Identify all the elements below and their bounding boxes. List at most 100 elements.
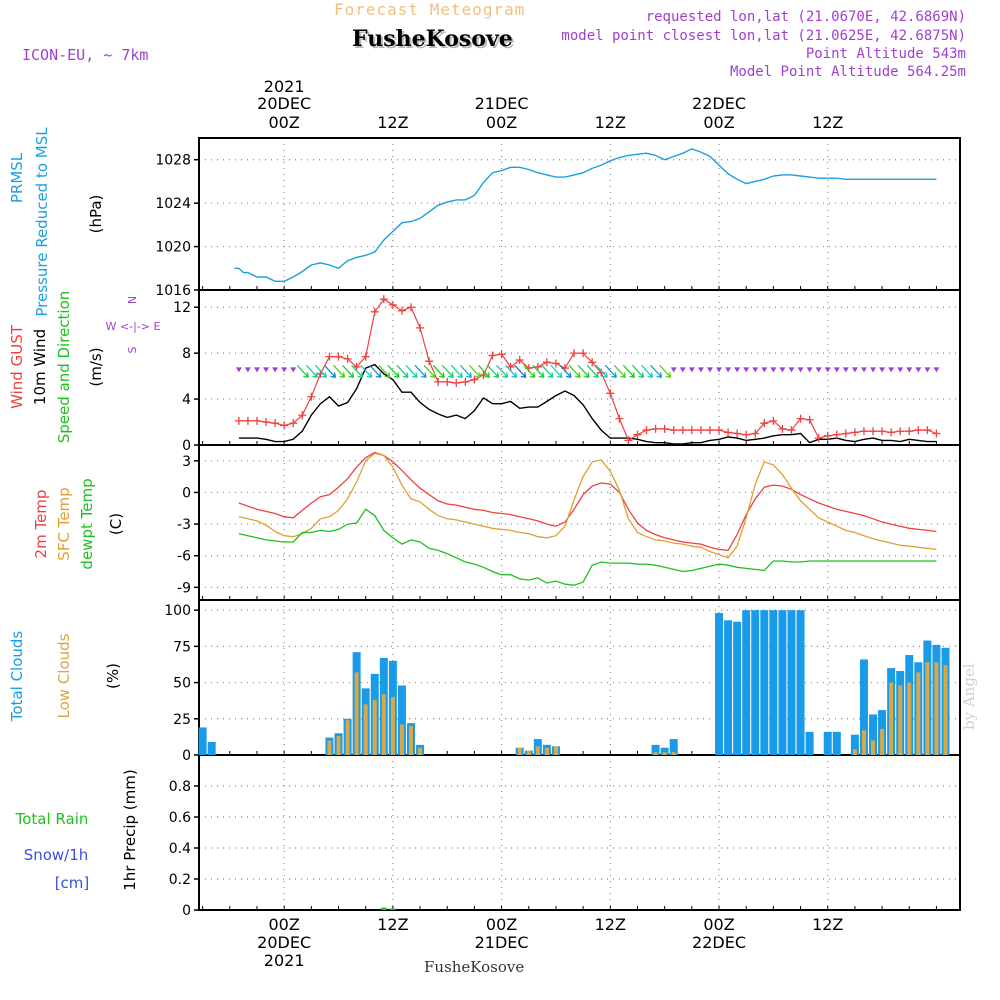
wind-direction-arrow — [641, 364, 654, 379]
low-cloud-bar — [871, 740, 876, 755]
y-tick-label: 1024 — [155, 196, 191, 212]
wind-direction-marker — [906, 367, 913, 373]
total-cloud-bar — [207, 741, 216, 755]
low-cloud-bar — [363, 704, 368, 755]
wind-direction-arrow — [360, 364, 373, 379]
gust-marker — [334, 352, 343, 361]
wind-direction-arrow — [577, 364, 590, 379]
wind-direction-marker — [734, 367, 741, 373]
gust-marker — [470, 375, 479, 384]
low-cloud-bar — [907, 682, 912, 755]
total-cloud-bar — [742, 610, 751, 755]
gust-marker — [651, 424, 660, 433]
low-cloud-bar — [553, 746, 558, 755]
gust-marker — [869, 427, 878, 436]
gust-marker — [289, 419, 298, 428]
wind-direction-arrow — [496, 364, 509, 379]
gust-marker — [705, 426, 714, 435]
low-cloud-bar — [662, 752, 667, 755]
wind-direction-arrow — [514, 364, 527, 379]
y-tick-label: 1016 — [155, 283, 191, 299]
wind-direction-arrow — [541, 364, 554, 379]
wind-direction-arrow — [387, 364, 400, 379]
temp-unit: (C) — [107, 513, 125, 535]
y-tick-label: -9 — [177, 580, 191, 596]
bottom-day-label: 20DEC — [257, 933, 311, 952]
wind-direction-marker — [879, 367, 886, 373]
wind-direction-arrow — [414, 364, 427, 379]
low-cloud-bar — [943, 665, 948, 755]
gust-marker — [932, 429, 941, 438]
top-hour-label: 00Z — [486, 113, 517, 132]
total-cloud-bar — [869, 714, 878, 755]
location-title: FusheKosove — [352, 26, 513, 52]
gust-marker — [406, 303, 415, 312]
bottom-hour-label: 12Z — [812, 915, 843, 934]
gust-marker — [271, 419, 280, 428]
low-cloud-bar — [345, 720, 350, 755]
wind-direction-arrow — [333, 364, 346, 379]
total-cloud-bar — [769, 610, 778, 755]
temp-2m-line — [238, 451, 937, 552]
bottom-day-label: 22DEC — [692, 933, 746, 952]
total-cloud-bar — [724, 620, 733, 755]
point-altitude: Point Altitude 543m — [805, 46, 966, 62]
compass-south: S — [126, 346, 139, 353]
gust-marker — [515, 356, 524, 365]
gust-marker — [914, 426, 923, 435]
y-tick-label: 0.6 — [169, 810, 191, 826]
gust-marker — [298, 411, 307, 420]
y-tick-label: 0 — [182, 438, 191, 454]
total-cloud-bar — [751, 610, 760, 755]
panel-frame-precip — [198, 754, 961, 911]
clouds-label-2: Low Clouds — [55, 633, 73, 718]
low-cloud-bar — [526, 750, 531, 755]
gust-marker — [416, 323, 425, 332]
gust-marker — [307, 392, 316, 401]
gust-marker — [397, 306, 406, 315]
wind-direction-marker — [851, 367, 858, 373]
wind-direction-arrow — [532, 364, 545, 379]
gust-marker — [370, 307, 379, 316]
precip-bar — [389, 908, 396, 910]
gust-marker — [760, 419, 769, 428]
wind-direction-arrow — [604, 364, 617, 379]
low-cloud-bar — [354, 672, 359, 755]
panel-frame-clouds — [198, 599, 961, 756]
gust-marker — [823, 431, 832, 440]
wind-direction-marker — [761, 367, 768, 373]
wind-direction-arrow — [396, 364, 409, 379]
low-cloud-bar — [653, 752, 658, 755]
wind-direction-marker — [915, 367, 922, 373]
gust-marker — [234, 416, 243, 425]
wind-direction-arrow — [468, 364, 482, 379]
wind-direction-marker — [697, 367, 704, 373]
gust-marker — [606, 389, 615, 398]
gust-marker — [542, 358, 551, 367]
wind-direction-arrow — [369, 364, 382, 379]
wind-direction-arrow — [613, 364, 626, 379]
pressure-label-1: PRMSL — [8, 152, 26, 203]
wind-direction-marker — [860, 367, 867, 373]
wind-direction-marker — [824, 367, 831, 373]
gust-marker — [388, 300, 397, 309]
top-day-label: 22DEC — [692, 94, 746, 113]
gust-marker — [488, 351, 497, 360]
y-tick-label: 50 — [173, 676, 191, 692]
gust-marker — [642, 426, 651, 435]
gust-marker — [733, 429, 742, 438]
wind-direction-arrow — [505, 364, 518, 379]
precip-label-snow: Snow/1h — [24, 846, 89, 864]
wind-direction-marker — [743, 367, 750, 373]
total-cloud-bar — [669, 739, 678, 755]
wind-direction-arrow — [296, 364, 309, 379]
gust-marker — [551, 359, 560, 368]
top-day-label: 21DEC — [475, 94, 529, 113]
low-cloud-bar — [916, 672, 921, 755]
temp-sfc-line — [238, 452, 937, 559]
wind-direction-marker — [806, 367, 813, 373]
low-cloud-bar — [418, 747, 423, 755]
low-cloud-bar — [535, 746, 540, 755]
gust-marker — [452, 379, 461, 387]
y-tick-label: 0 — [182, 748, 191, 764]
